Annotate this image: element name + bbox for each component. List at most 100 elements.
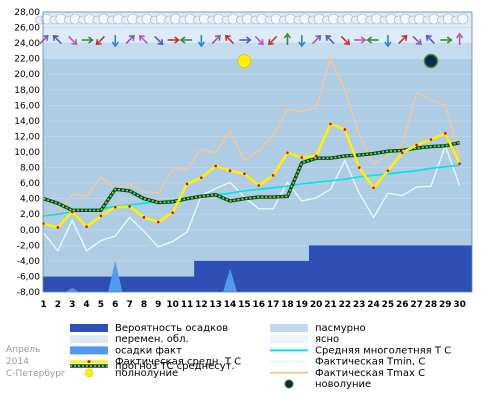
series-mean-point: [357, 166, 361, 169]
series-mean-point: [314, 154, 318, 158]
weather-cloud-icon: [250, 13, 268, 25]
y-tick-label: 12,00: [14, 132, 40, 142]
wind-arrow-icon: [39, 34, 49, 45]
wind-arrow-icon: [53, 35, 62, 45]
wind-arrow-icon: [179, 36, 186, 44]
wind-arrow-icon: [425, 34, 432, 41]
y-tick-label: 6,00: [20, 179, 40, 189]
legend-swatch: [70, 324, 108, 332]
wind-arrow-icon: [440, 36, 453, 44]
precip-probability-area: [43, 245, 472, 292]
legend-label: прогноз ТС среднесут.: [115, 361, 235, 372]
wind-arrow-icon: [257, 39, 264, 46]
wind-arrow-icon: [111, 35, 119, 48]
x-tick-label: 8: [141, 300, 147, 310]
weather-cloud-icon: [408, 13, 425, 25]
wind-arrow-icon: [254, 35, 264, 46]
wind-arrow-icon: [128, 34, 135, 41]
wind-arrow-icon: [111, 41, 119, 48]
x-tick-label: 17: [267, 300, 280, 310]
weather-cloud-icon: [164, 13, 181, 25]
wind-arrow-icon: [398, 35, 407, 45]
y-tick-label: 28,00: [14, 8, 40, 18]
wind-arrow-icon: [325, 34, 335, 45]
x-tick-label: 1: [40, 300, 46, 310]
wind-arrow-icon: [68, 35, 77, 45]
wind-arrow-icon: [125, 35, 134, 45]
wind-arrow-icon: [42, 34, 49, 41]
weather-cloud-icon: [393, 13, 411, 25]
y-tick-label: -6,00: [17, 272, 41, 282]
series-mean-point: [243, 172, 246, 176]
y-tick-label: 16,00: [14, 101, 40, 111]
x-tick-label: 23: [353, 300, 366, 310]
wind-arrow-icon: [239, 36, 252, 44]
legend-item: перемен. обл.: [70, 334, 189, 345]
series-mean-point: [458, 162, 461, 165]
x-tick-label: 2: [55, 300, 61, 310]
wind-arrow-icon: [214, 34, 221, 41]
wind-arrow-icon: [267, 35, 278, 46]
wind-arrow-icon: [174, 36, 180, 44]
weather-cloud-icon: [150, 13, 167, 25]
legend-label: Фактическая средн. Т С: [115, 357, 241, 368]
series-tmin-line: [42, 143, 461, 253]
legend-item: пасмурно: [270, 323, 366, 334]
side-label: 2014: [6, 357, 29, 367]
x-tick-label: 11: [181, 300, 194, 310]
legend-label: перемен. обл.: [115, 334, 189, 345]
wind-arrow-icon: [224, 34, 231, 41]
y-tick-label: 8,00: [20, 164, 40, 174]
weather-cloud-icon: [457, 13, 468, 25]
series-mean-line: [43, 122, 461, 229]
wind-arrow-icon: [456, 32, 464, 45]
series-mean-point: [85, 225, 88, 228]
legend-swatch: [87, 360, 91, 364]
wind-arrow-icon: [125, 34, 135, 45]
wind-arrow-icon: [415, 39, 422, 46]
x-tick-label: 19: [296, 300, 309, 310]
x-tick-label: 28: [425, 300, 438, 310]
wind-arrow-icon: [154, 35, 163, 45]
wind-arrow-icon: [340, 35, 349, 45]
series-mean-point: [286, 151, 289, 155]
legend-label: осадки факт: [115, 345, 182, 356]
y-tick-label: 0,00: [20, 226, 40, 236]
x-tick-label: 10: [166, 300, 179, 310]
wind-arrow-icon: [360, 36, 367, 44]
x-tick-label: 5: [98, 300, 104, 310]
x-tick-label: 25: [382, 300, 395, 310]
series-mean-point: [157, 220, 160, 224]
y-tick-label: -4,00: [17, 257, 41, 267]
wind-arrow-icon: [401, 34, 408, 41]
legend-label: Вероятность осадков: [115, 323, 228, 334]
wind-arrow-icon: [52, 34, 59, 41]
wind-arrow-icon: [138, 34, 145, 41]
legend-swatch: [270, 335, 308, 344]
wind-arrow-icon: [68, 35, 78, 46]
wind-arrow-icon: [312, 35, 321, 45]
wind-arrow-icon: [446, 36, 453, 44]
legend-item: Вероятность осадков: [70, 323, 228, 334]
series-mean-point: [300, 156, 304, 159]
series-mean-point: [185, 182, 189, 186]
legend-label: Фактическая Tmin, С: [315, 357, 425, 368]
wind-arrow-icon: [312, 34, 322, 45]
x-tick-label: 9: [155, 300, 161, 310]
legend-item: полнолуние: [84, 368, 178, 379]
wind-arrow-icon: [96, 35, 106, 45]
wind-arrow-icon: [88, 36, 94, 44]
series-mean-point: [56, 226, 60, 229]
x-tick-label: 20: [310, 300, 323, 310]
wind-arrow-icon: [267, 39, 274, 46]
weather-cloud-icon: [178, 13, 196, 25]
new-moon-marker: [423, 53, 439, 69]
weather-cloud-icon: [451, 13, 468, 25]
wind-arrow-icon: [211, 34, 221, 45]
legend-item: прогноз ТС среднесут.: [70, 361, 235, 372]
full-moon-marker: [237, 54, 252, 68]
series-mean-point: [128, 205, 131, 208]
legend-swatch: [70, 335, 108, 344]
wind-arrow-icon: [384, 41, 392, 48]
